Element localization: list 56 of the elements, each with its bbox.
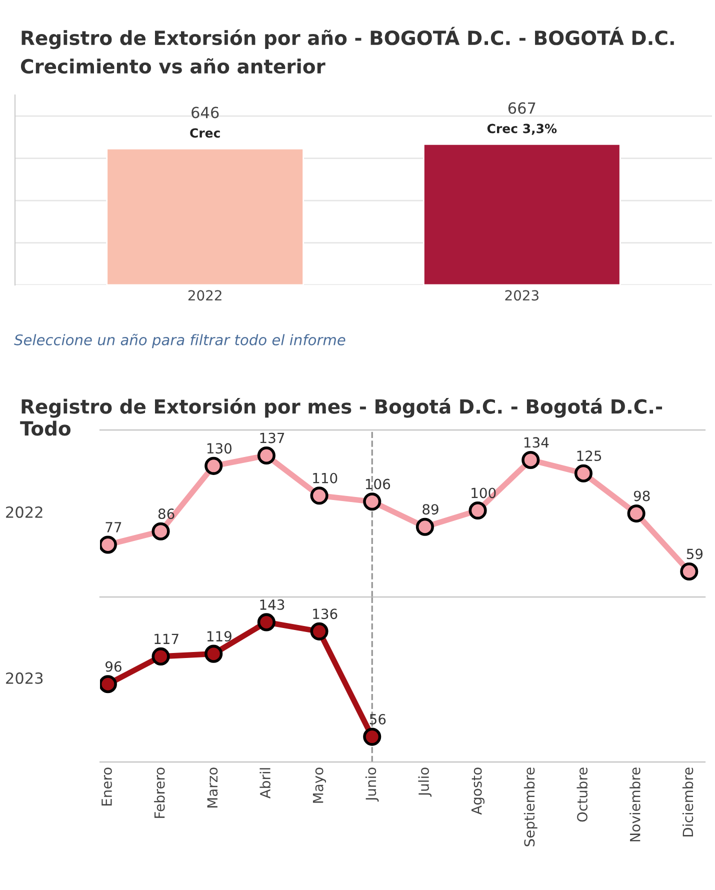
- point: [310, 622, 328, 640]
- x-tick-label: Febrero: [154, 768, 165, 818]
- point: [416, 518, 434, 536]
- x-tick-label: Noviembre: [630, 768, 640, 842]
- data-label: 106: [366, 478, 390, 490]
- data-label: 98: [634, 490, 650, 502]
- point: [204, 456, 223, 475]
- point: [152, 522, 170, 540]
- y-axis-title: 2023: [6, 672, 43, 684]
- x-tick-label: Abril: [260, 768, 270, 798]
- x-tick-label: Enero: [102, 768, 112, 806]
- data-label: 130: [207, 443, 232, 454]
- y-axis-title: 2022: [6, 506, 42, 518]
- data-label: 667: [508, 102, 536, 114]
- point: [363, 728, 382, 746]
- data-label: 100: [472, 488, 496, 498]
- x-tick-label: Agosto: [472, 768, 485, 815]
- x-tick-label: Julio: [418, 768, 432, 797]
- data-label: 86: [158, 508, 174, 520]
- data-label: 119: [207, 631, 232, 642]
- data-label: 110: [313, 472, 338, 484]
- data-label: 646: [192, 106, 219, 118]
- chart-title: Registro de Extorsión por año - BOGOTÁ D.C. - BOGOTÁ D.C.: [22, 26, 674, 50]
- point: [310, 486, 328, 505]
- annotation: Crec 3,3%: [487, 124, 557, 135]
- point: [522, 450, 540, 470]
- annotation: Crec: [190, 128, 220, 138]
- data-label: 134: [524, 437, 549, 448]
- point: [680, 562, 698, 581]
- data-label: 89: [422, 504, 438, 515]
- point: [257, 446, 276, 465]
- x-tick-label: Junio: [365, 768, 379, 802]
- x-tick-label: Marzo: [207, 768, 218, 808]
- point: [100, 675, 117, 694]
- data-label: 125: [577, 450, 602, 462]
- point: [152, 647, 170, 666]
- text: Seleccione un año para filtrar todo el informe: [14, 334, 346, 348]
- x-tick-label: Octubre: [576, 768, 588, 822]
- point: [204, 644, 223, 663]
- data-label: 117: [154, 634, 178, 644]
- chart-subtitle: Crecimiento vs año anterior: [20, 58, 326, 74]
- data-label: 136: [313, 608, 338, 620]
- point: [468, 502, 487, 520]
- x-tick-label: Diciembre: [682, 768, 694, 836]
- data-label: 143: [260, 599, 284, 610]
- point: [257, 613, 276, 632]
- x-tick-label: Septiembre: [524, 768, 538, 846]
- data-label: 77: [106, 522, 122, 532]
- data-label: 56: [370, 714, 386, 724]
- data-label: 59: [686, 548, 703, 560]
- point: [627, 504, 646, 523]
- x-tick-label: Mayo: [312, 768, 326, 803]
- point: [574, 464, 592, 482]
- data-label: 96: [106, 661, 122, 672]
- point: [100, 536, 117, 554]
- point: [363, 492, 382, 511]
